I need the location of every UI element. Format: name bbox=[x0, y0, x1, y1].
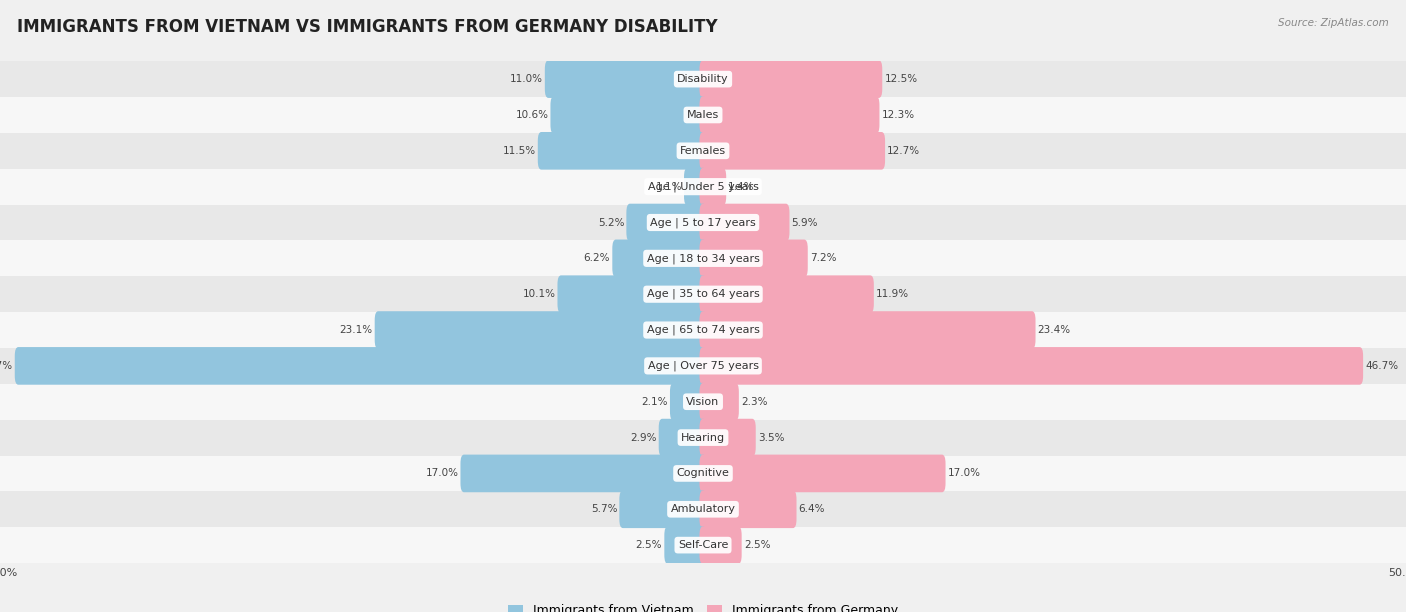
Bar bbox=[0, 204, 1406, 241]
Text: 6.2%: 6.2% bbox=[583, 253, 610, 263]
Text: 1.1%: 1.1% bbox=[655, 182, 682, 192]
Bar bbox=[0, 97, 1406, 133]
Text: Age | 35 to 64 years: Age | 35 to 64 years bbox=[647, 289, 759, 299]
Text: 17.0%: 17.0% bbox=[948, 468, 980, 479]
Bar bbox=[0, 276, 1406, 312]
Text: 7.2%: 7.2% bbox=[810, 253, 837, 263]
Text: Vision: Vision bbox=[686, 397, 720, 407]
Bar bbox=[0, 241, 1406, 276]
FancyBboxPatch shape bbox=[627, 204, 707, 241]
FancyBboxPatch shape bbox=[619, 490, 707, 528]
Text: 1.4%: 1.4% bbox=[728, 182, 755, 192]
Text: Age | 5 to 17 years: Age | 5 to 17 years bbox=[650, 217, 756, 228]
Text: Source: ZipAtlas.com: Source: ZipAtlas.com bbox=[1278, 18, 1389, 28]
FancyBboxPatch shape bbox=[461, 455, 707, 492]
Legend: Immigrants from Vietnam, Immigrants from Germany: Immigrants from Vietnam, Immigrants from… bbox=[503, 599, 903, 612]
Text: 2.1%: 2.1% bbox=[641, 397, 668, 407]
Text: 2.5%: 2.5% bbox=[744, 540, 770, 550]
Text: 3.5%: 3.5% bbox=[758, 433, 785, 442]
Text: 10.1%: 10.1% bbox=[523, 289, 555, 299]
FancyBboxPatch shape bbox=[700, 132, 886, 170]
Text: Ambulatory: Ambulatory bbox=[671, 504, 735, 514]
Text: Males: Males bbox=[688, 110, 718, 120]
Bar bbox=[0, 61, 1406, 97]
Text: 17.0%: 17.0% bbox=[426, 468, 458, 479]
Text: 23.4%: 23.4% bbox=[1038, 325, 1071, 335]
FancyBboxPatch shape bbox=[700, 419, 756, 457]
FancyBboxPatch shape bbox=[374, 312, 707, 349]
Text: 50.0%: 50.0% bbox=[1388, 569, 1406, 578]
Bar bbox=[0, 384, 1406, 420]
FancyBboxPatch shape bbox=[665, 526, 707, 564]
FancyBboxPatch shape bbox=[658, 419, 707, 457]
FancyBboxPatch shape bbox=[700, 168, 725, 206]
Text: Females: Females bbox=[681, 146, 725, 156]
FancyBboxPatch shape bbox=[700, 204, 790, 241]
Text: 6.4%: 6.4% bbox=[799, 504, 825, 514]
FancyBboxPatch shape bbox=[551, 96, 707, 134]
FancyBboxPatch shape bbox=[700, 347, 1364, 385]
Text: 5.2%: 5.2% bbox=[598, 217, 624, 228]
Text: Cognitive: Cognitive bbox=[676, 468, 730, 479]
FancyBboxPatch shape bbox=[700, 239, 807, 277]
Text: 23.1%: 23.1% bbox=[339, 325, 373, 335]
FancyBboxPatch shape bbox=[700, 455, 945, 492]
FancyBboxPatch shape bbox=[700, 312, 1035, 349]
Text: 11.5%: 11.5% bbox=[502, 146, 536, 156]
FancyBboxPatch shape bbox=[700, 61, 883, 98]
Text: IMMIGRANTS FROM VIETNAM VS IMMIGRANTS FROM GERMANY DISABILITY: IMMIGRANTS FROM VIETNAM VS IMMIGRANTS FR… bbox=[17, 18, 717, 36]
Text: 10.6%: 10.6% bbox=[516, 110, 548, 120]
Text: 2.3%: 2.3% bbox=[741, 397, 768, 407]
Bar bbox=[0, 455, 1406, 491]
Bar bbox=[0, 169, 1406, 204]
Bar bbox=[0, 420, 1406, 455]
FancyBboxPatch shape bbox=[700, 383, 740, 420]
FancyBboxPatch shape bbox=[558, 275, 707, 313]
Text: Disability: Disability bbox=[678, 74, 728, 84]
Bar bbox=[0, 491, 1406, 527]
Text: 50.0%: 50.0% bbox=[0, 569, 18, 578]
FancyBboxPatch shape bbox=[537, 132, 707, 170]
Text: 5.9%: 5.9% bbox=[792, 217, 818, 228]
Bar bbox=[0, 527, 1406, 563]
Bar bbox=[0, 312, 1406, 348]
Text: 11.9%: 11.9% bbox=[876, 289, 910, 299]
FancyBboxPatch shape bbox=[685, 168, 707, 206]
Text: 2.5%: 2.5% bbox=[636, 540, 662, 550]
Text: Hearing: Hearing bbox=[681, 433, 725, 442]
FancyBboxPatch shape bbox=[546, 61, 707, 98]
Text: 48.7%: 48.7% bbox=[0, 361, 13, 371]
FancyBboxPatch shape bbox=[700, 490, 796, 528]
FancyBboxPatch shape bbox=[14, 347, 707, 385]
FancyBboxPatch shape bbox=[700, 526, 742, 564]
Text: 12.3%: 12.3% bbox=[882, 110, 915, 120]
FancyBboxPatch shape bbox=[700, 275, 873, 313]
Text: Age | Over 75 years: Age | Over 75 years bbox=[648, 360, 758, 371]
Text: 12.7%: 12.7% bbox=[887, 146, 921, 156]
Text: Age | Under 5 years: Age | Under 5 years bbox=[648, 181, 758, 192]
FancyBboxPatch shape bbox=[700, 96, 880, 134]
Text: 2.9%: 2.9% bbox=[630, 433, 657, 442]
Text: Self-Care: Self-Care bbox=[678, 540, 728, 550]
Text: 12.5%: 12.5% bbox=[884, 74, 918, 84]
Text: 5.7%: 5.7% bbox=[591, 504, 617, 514]
Bar bbox=[0, 133, 1406, 169]
FancyBboxPatch shape bbox=[613, 239, 707, 277]
Bar bbox=[0, 348, 1406, 384]
FancyBboxPatch shape bbox=[669, 383, 707, 420]
Text: Age | 65 to 74 years: Age | 65 to 74 years bbox=[647, 325, 759, 335]
Text: 46.7%: 46.7% bbox=[1365, 361, 1399, 371]
Text: Age | 18 to 34 years: Age | 18 to 34 years bbox=[647, 253, 759, 264]
Text: 11.0%: 11.0% bbox=[510, 74, 543, 84]
